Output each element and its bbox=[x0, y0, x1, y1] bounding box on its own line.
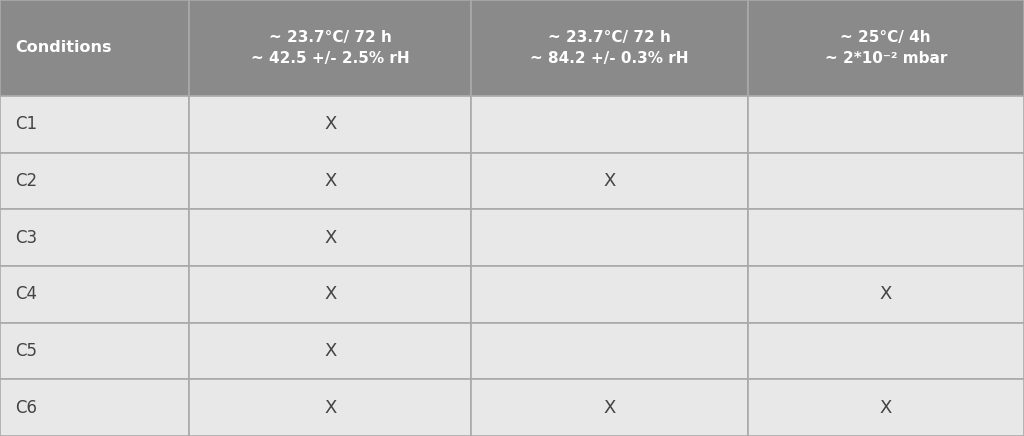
Bar bbox=[0, 323, 189, 379]
Text: Conditions: Conditions bbox=[15, 41, 112, 55]
Text: X: X bbox=[603, 172, 615, 190]
Text: X: X bbox=[324, 172, 337, 190]
Bar bbox=[189, 323, 471, 379]
Text: X: X bbox=[880, 285, 892, 303]
Bar bbox=[189, 379, 471, 436]
Bar bbox=[471, 379, 748, 436]
Bar bbox=[0, 379, 189, 436]
Text: C5: C5 bbox=[15, 342, 37, 360]
Bar bbox=[189, 209, 471, 266]
Bar bbox=[189, 153, 471, 209]
Text: X: X bbox=[324, 342, 337, 360]
Text: C2: C2 bbox=[15, 172, 38, 190]
Text: C3: C3 bbox=[15, 228, 38, 247]
Bar bbox=[471, 0, 748, 96]
Bar bbox=[0, 266, 189, 323]
Bar bbox=[748, 0, 1024, 96]
Bar bbox=[748, 209, 1024, 266]
Bar bbox=[471, 153, 748, 209]
Bar bbox=[189, 266, 471, 323]
Text: X: X bbox=[880, 399, 892, 417]
Text: ~ 23.7°C/ 72 h
~ 84.2 +/- 0.3% rH: ~ 23.7°C/ 72 h ~ 84.2 +/- 0.3% rH bbox=[530, 30, 688, 66]
Bar bbox=[748, 153, 1024, 209]
Text: X: X bbox=[324, 228, 337, 247]
Text: C1: C1 bbox=[15, 115, 38, 133]
Bar bbox=[0, 209, 189, 266]
Bar bbox=[748, 96, 1024, 153]
Text: X: X bbox=[603, 399, 615, 417]
Bar bbox=[0, 153, 189, 209]
Text: ~ 23.7°C/ 72 h
~ 42.5 +/- 2.5% rH: ~ 23.7°C/ 72 h ~ 42.5 +/- 2.5% rH bbox=[251, 30, 410, 66]
Text: C6: C6 bbox=[15, 399, 37, 417]
Text: X: X bbox=[324, 285, 337, 303]
Bar bbox=[471, 96, 748, 153]
Text: C4: C4 bbox=[15, 285, 37, 303]
Bar bbox=[189, 0, 471, 96]
Bar bbox=[471, 266, 748, 323]
Text: X: X bbox=[324, 115, 337, 133]
Bar bbox=[748, 323, 1024, 379]
Bar bbox=[748, 266, 1024, 323]
Text: X: X bbox=[324, 399, 337, 417]
Bar bbox=[0, 0, 189, 96]
Bar bbox=[748, 379, 1024, 436]
Bar bbox=[0, 96, 189, 153]
Bar bbox=[189, 96, 471, 153]
Bar bbox=[471, 323, 748, 379]
Text: ~ 25°C/ 4h
~ 2*10⁻² mbar: ~ 25°C/ 4h ~ 2*10⁻² mbar bbox=[824, 30, 947, 66]
Bar bbox=[471, 209, 748, 266]
